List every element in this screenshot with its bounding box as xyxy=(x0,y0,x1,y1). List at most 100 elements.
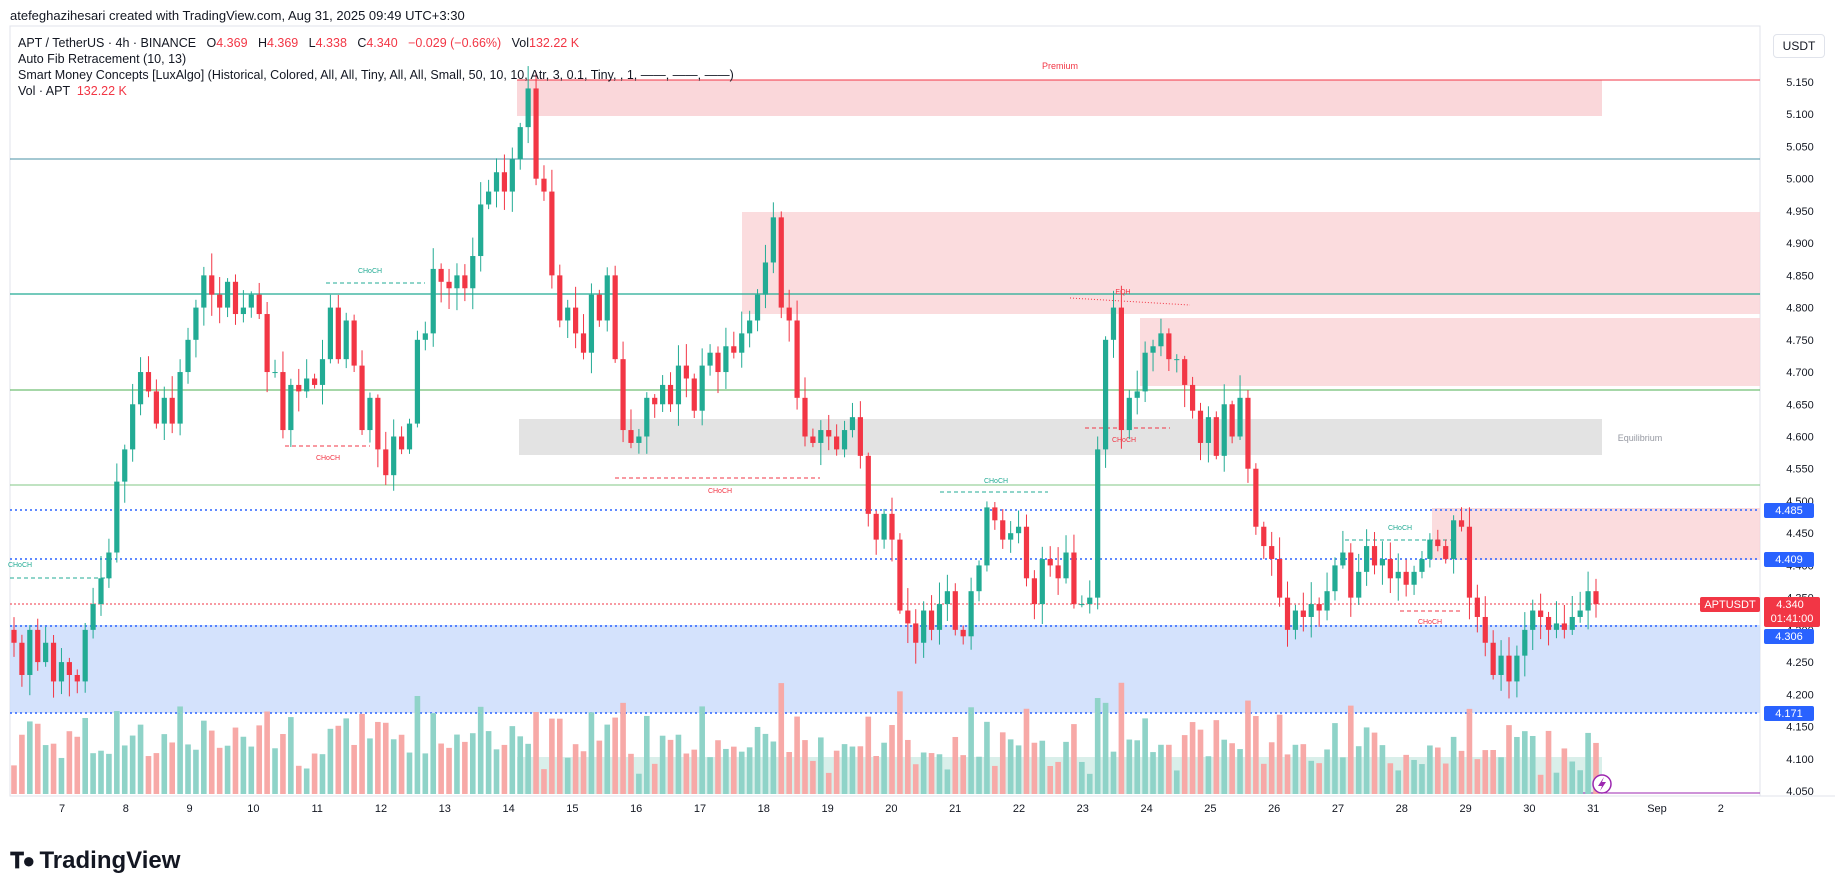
time-tick-label: 10 xyxy=(247,803,259,815)
legend-symbol[interactable]: APT / TetherUS · 4h · BINANCE xyxy=(18,36,197,50)
volume-bar xyxy=(928,753,935,794)
candle-body xyxy=(232,281,239,315)
candle-body xyxy=(1324,591,1330,611)
candle-body xyxy=(754,294,761,321)
volume-bar xyxy=(90,753,96,794)
candle-body xyxy=(1403,571,1409,585)
candle-body xyxy=(1087,597,1093,605)
legend-vol-value: 132.22 K xyxy=(529,36,580,50)
volume-bar xyxy=(620,702,626,794)
volume-bar xyxy=(707,757,713,794)
price-axis[interactable]: 5.150 5.100 5.050 5.000 4.950 4.900 4.850 4.800… xyxy=(1786,77,1814,798)
volume-bar xyxy=(469,733,476,794)
candle-body xyxy=(881,513,887,540)
volume-bar xyxy=(1395,770,1402,794)
candle-body xyxy=(1079,604,1085,606)
volume-bar xyxy=(1466,708,1473,794)
candle-body xyxy=(351,320,357,366)
candle-body xyxy=(936,604,943,630)
legend-indicator-fib[interactable]: Auto Fib Retracement (10, 13) xyxy=(18,52,187,66)
lightning-icon[interactable] xyxy=(1592,774,1612,794)
volume-bar xyxy=(1094,698,1101,794)
volume-bar xyxy=(493,749,500,794)
equilibrium-zone-label: Equilibrium xyxy=(1618,433,1663,443)
volume-bar xyxy=(359,713,365,794)
legend-ohlc-row[interactable]: APT / TetherUS · 4h · BINANCE O4.369 H4.… xyxy=(18,36,579,50)
choch-label-8: CHoCH xyxy=(1418,619,1442,626)
premium-zone-top xyxy=(517,80,1602,116)
volume-bar xyxy=(248,746,255,794)
candle-body xyxy=(319,359,326,385)
time-tick-label: 21 xyxy=(949,803,961,815)
volume-bar xyxy=(1514,736,1520,794)
volume-bar xyxy=(517,736,524,794)
currency-button[interactable]: USDT xyxy=(1773,34,1825,58)
candle-body xyxy=(557,275,563,321)
volume-bar xyxy=(1347,705,1354,794)
volume-bar xyxy=(1079,761,1085,794)
candle-body xyxy=(1379,558,1386,566)
candle-body xyxy=(834,436,840,450)
candle-body xyxy=(430,268,436,334)
volume-bar xyxy=(1039,740,1046,794)
choch-label-1: CHoCH xyxy=(8,562,32,569)
volume-bar xyxy=(50,743,57,794)
volume-bar xyxy=(303,768,310,794)
tradingview-logo[interactable]: 𝐓● TradingView xyxy=(10,847,180,875)
candle-body xyxy=(1284,597,1291,630)
volume-bar xyxy=(525,743,531,794)
candle-body xyxy=(652,397,658,405)
candle-body xyxy=(1506,655,1512,682)
volume-bar xyxy=(1316,763,1322,794)
time-tick-label: 28 xyxy=(1396,803,1408,815)
legend-indicator-smc[interactable]: Smart Money Concepts [LuxAlgo] (Historic… xyxy=(18,68,734,82)
time-tick-label: 24 xyxy=(1140,803,1152,815)
premium-zone-lower-right xyxy=(1432,508,1760,560)
volume-bar xyxy=(604,724,611,794)
price-tick-label: 4.700 xyxy=(1786,367,1814,379)
volume-bar xyxy=(588,712,595,794)
volume-bar xyxy=(612,717,618,794)
volume-bar xyxy=(699,706,705,794)
volume-bar xyxy=(1118,682,1125,794)
candle-body xyxy=(573,307,579,334)
time-tick-label: 17 xyxy=(694,803,706,815)
candle-body xyxy=(1427,539,1433,559)
volume-bar xyxy=(731,746,737,794)
volume-bar xyxy=(311,753,318,794)
volume-bar xyxy=(810,760,816,794)
candle-body xyxy=(114,481,120,553)
candle-body xyxy=(1063,552,1069,579)
candle-body xyxy=(1158,333,1164,347)
candle-body xyxy=(683,365,689,379)
volume-bar xyxy=(952,736,959,794)
candle-body xyxy=(849,417,856,431)
candle-body xyxy=(841,430,848,450)
volume-bar xyxy=(873,756,879,794)
time-tick-label: 13 xyxy=(439,803,451,815)
candle-body xyxy=(612,275,618,360)
legend-indicator-volume[interactable]: Vol · APT 132.22 K xyxy=(18,84,127,98)
volume-bar xyxy=(1102,702,1109,794)
volume-bar xyxy=(1300,744,1307,794)
volume-bar xyxy=(319,754,326,794)
time-tick-label: 2 xyxy=(1718,803,1724,815)
candle-body xyxy=(731,346,737,353)
candle-body xyxy=(486,191,492,205)
tradingview-logo-text: TradingView xyxy=(39,847,181,874)
time-axis[interactable]: 7 8 9 10 11 12 13 14 15 16 17 18 19 20 21 22 23 24 25 26 27 2… xyxy=(59,803,1724,815)
symbol-tag: APTUSDT xyxy=(1700,597,1760,612)
candle-body xyxy=(1245,397,1251,469)
volume-bars xyxy=(11,682,1599,794)
candle-body xyxy=(43,642,49,663)
volume-bar xyxy=(1308,760,1315,794)
candle-body xyxy=(810,436,816,443)
price-tick-label: 4.200 xyxy=(1786,689,1814,701)
volume-bar xyxy=(636,773,642,794)
candle-body xyxy=(1277,558,1283,598)
volume-bar xyxy=(34,723,41,794)
candle-body xyxy=(1585,591,1591,611)
volume-bar xyxy=(1482,750,1489,794)
volume-bar xyxy=(960,755,966,794)
